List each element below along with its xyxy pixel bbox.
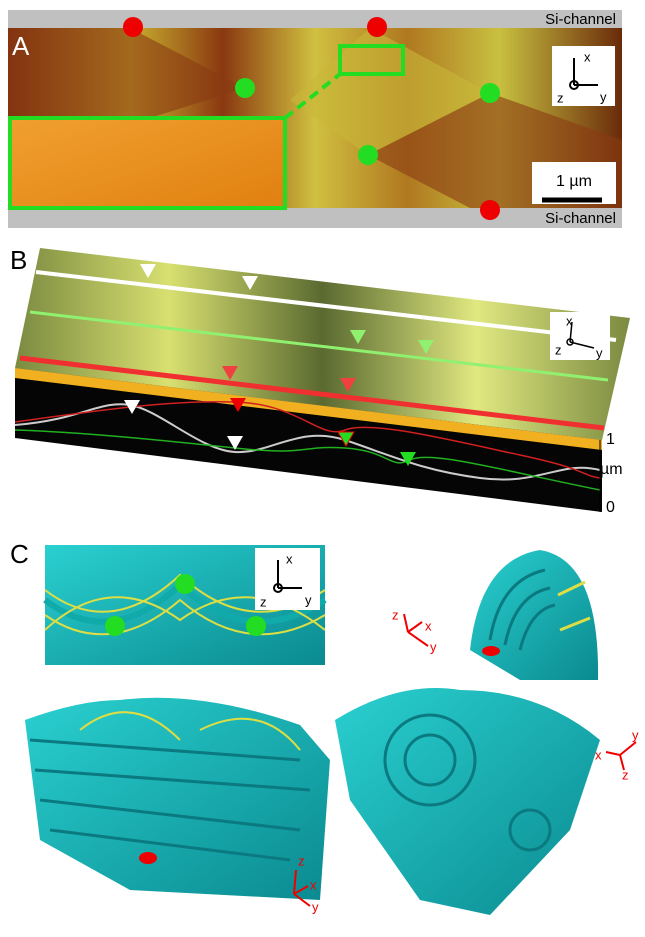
axes-arrows bbox=[606, 742, 636, 770]
axis-label: y bbox=[312, 899, 319, 914]
green-dot bbox=[246, 616, 266, 636]
channel-bar bbox=[8, 208, 622, 228]
panel-b: x z y 1 µm 0 B bbox=[10, 245, 630, 516]
height-tick: 0 bbox=[606, 499, 615, 516]
axis-label: x bbox=[584, 49, 591, 64]
model-3d-right bbox=[335, 688, 600, 915]
axis-label: x bbox=[286, 551, 293, 566]
axis-label: z bbox=[557, 90, 564, 105]
model-3d-left bbox=[25, 698, 330, 900]
axis-label: z bbox=[622, 767, 629, 782]
channel-label: Si-channel bbox=[545, 210, 616, 227]
inset bbox=[10, 118, 285, 208]
red-dot bbox=[482, 646, 500, 656]
axis-label: y bbox=[596, 345, 603, 360]
panel-a: A Si-channel Si-channel 1 µm x z y bbox=[8, 10, 622, 228]
red-dot bbox=[123, 17, 143, 37]
red-dot bbox=[367, 17, 387, 37]
green-dot bbox=[358, 145, 378, 165]
green-dot bbox=[175, 574, 195, 594]
panel-label: A bbox=[12, 31, 30, 61]
axis-label: x bbox=[425, 618, 432, 633]
green-dot bbox=[105, 616, 125, 636]
axis-label: y bbox=[430, 639, 437, 654]
axis-label: y bbox=[632, 727, 639, 742]
scale-label: 1 µm bbox=[556, 173, 592, 190]
green-dot bbox=[235, 78, 255, 98]
axis-label: y bbox=[305, 592, 312, 607]
model-quarter-dome bbox=[470, 550, 598, 680]
red-dot bbox=[480, 200, 500, 220]
axis-label: x bbox=[566, 313, 573, 328]
height-tick: 1 bbox=[606, 431, 615, 448]
axis-label: z bbox=[298, 853, 305, 868]
axis-label: x bbox=[310, 877, 317, 892]
height-unit: µm bbox=[600, 461, 623, 478]
green-dot bbox=[480, 83, 500, 103]
axis-label: z bbox=[392, 607, 399, 622]
panel-label: C bbox=[10, 539, 29, 569]
panel-c: C x z y z x y z x y y x z bbox=[10, 539, 639, 915]
axis-label: y bbox=[600, 89, 607, 104]
axis-label: z bbox=[260, 594, 267, 609]
channel-label: Si-channel bbox=[545, 11, 616, 28]
axis-label: x bbox=[595, 747, 602, 762]
red-dot bbox=[139, 852, 157, 864]
axis-label: z bbox=[555, 342, 562, 357]
figure: A Si-channel Si-channel 1 µm x z y x z y… bbox=[0, 0, 645, 932]
channel-bar bbox=[8, 10, 622, 28]
panel-label: B bbox=[10, 245, 27, 275]
